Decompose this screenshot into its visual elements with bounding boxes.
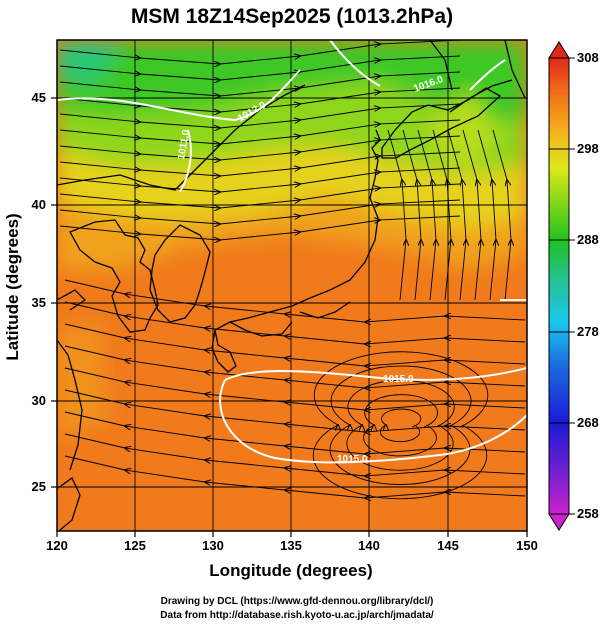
map-frame	[56, 39, 528, 532]
colorbar-tick-label: 268	[577, 415, 599, 430]
colorbar-tick-label: 288	[577, 232, 599, 247]
streamline	[477, 129, 496, 301]
colorbar-top-arrow	[548, 41, 570, 59]
streamline	[312, 351, 489, 500]
streamline	[379, 408, 422, 443]
y-axis-label: Latitude (degrees)	[3, 213, 22, 360]
streamline	[363, 394, 438, 457]
credit-data-source: Data from http://database.rish.kyoto-u.a…	[160, 610, 434, 621]
streamline	[447, 129, 466, 301]
x-tick-label: 125	[124, 538, 146, 553]
colorbar-tick-label: 308	[577, 50, 599, 65]
credit-drawing: Drawing by DCL (https://www.gfd-dennou.o…	[161, 596, 434, 607]
x-axis-label: Longitude (degrees)	[209, 561, 372, 580]
y-tick-label: 25	[32, 479, 46, 494]
streamline	[402, 129, 421, 301]
x-tick-label: 130	[202, 538, 224, 553]
x-tick-label: 150	[516, 538, 538, 553]
wind-streamlines	[59, 40, 526, 500]
x-tick-label: 145	[437, 538, 459, 553]
colorbar-bottom-arrow	[548, 513, 570, 531]
streamline	[59, 215, 461, 240]
colorbar-scale	[548, 57, 570, 515]
axis-ticks	[51, 97, 528, 537]
colorbar-tick-label: 278	[577, 324, 599, 339]
colorbar-tick-label: 298	[577, 141, 599, 156]
streamline	[462, 129, 481, 301]
y-tick-label: 35	[32, 295, 46, 310]
map-panel: 1015.0 1015.0 1016.0 1012.0 1011.0	[57, 40, 527, 531]
streamline	[346, 379, 455, 471]
streamline	[387, 129, 406, 301]
y-tick-label: 30	[32, 393, 46, 408]
colorbar-tick-label: 258	[577, 506, 599, 521]
streamline	[417, 129, 436, 301]
colorbar: 308 298 288 278 268 258	[548, 41, 599, 531]
x-tick-label: 135	[280, 538, 302, 553]
temperature-field	[57, 40, 527, 531]
y-tick-label: 40	[32, 197, 46, 212]
isobar-label: 1015.0	[337, 454, 368, 465]
y-tick-label: 45	[32, 90, 46, 105]
streamline	[64, 455, 526, 498]
streamline	[432, 129, 451, 301]
x-tick-label: 140	[358, 538, 380, 553]
isobar-label: 1011.0	[176, 129, 192, 161]
map-title: MSM 18Z14Sep2025 (1013.2hPa)	[131, 5, 453, 28]
isobar-label: 1015.0	[383, 374, 414, 385]
isobars	[57, 40, 527, 464]
x-tick-label: 120	[46, 538, 68, 553]
streamline	[492, 129, 511, 301]
